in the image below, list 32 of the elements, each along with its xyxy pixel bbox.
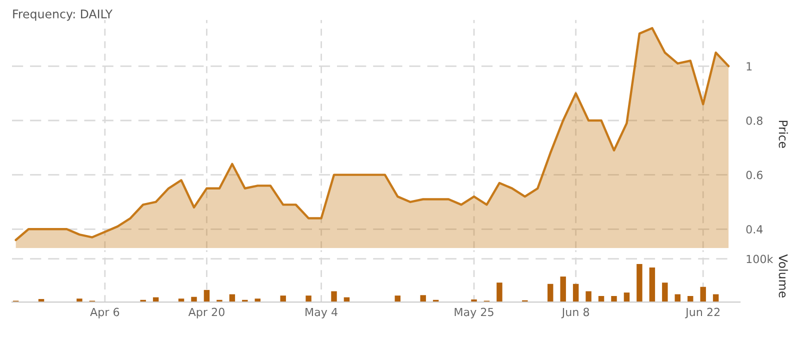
bar: [191, 296, 197, 302]
y-tick-label: 1: [746, 62, 752, 70]
bar: [76, 298, 82, 302]
y-tick-label: 0.4: [746, 225, 763, 234]
y-axis-title: Price: [778, 120, 788, 148]
y-tick-label: 100k: [746, 254, 774, 264]
bar: [649, 267, 656, 302]
y-tick-label: 0.6: [746, 170, 763, 180]
bar: [204, 290, 210, 302]
bar: [572, 284, 579, 302]
y-axis-title: Volume: [778, 254, 788, 298]
bar: [624, 292, 630, 302]
bar: [611, 296, 617, 302]
bar: [548, 284, 554, 302]
bar: [586, 291, 592, 302]
bar: [636, 264, 642, 302]
bar: [280, 296, 286, 302]
x-tick-label: Jun 22: [685, 308, 720, 318]
bar: [331, 291, 337, 302]
x-tick-label: May 25: [454, 308, 494, 318]
bar: [560, 276, 566, 302]
bar: [662, 282, 668, 302]
bar: [420, 295, 426, 302]
x-tick-label: May 4: [306, 308, 338, 318]
bar: [496, 282, 502, 302]
x-tick-label: Apr 6: [90, 308, 120, 318]
x-tick-label: Jun 8: [561, 308, 590, 318]
bar: [700, 286, 706, 302]
y-tick-label: 0.8: [746, 116, 762, 125]
x-tick-label: Apr 20: [188, 308, 224, 318]
chart-title: Frequency: DAILY: [13, 10, 113, 21]
bar: [306, 296, 312, 302]
